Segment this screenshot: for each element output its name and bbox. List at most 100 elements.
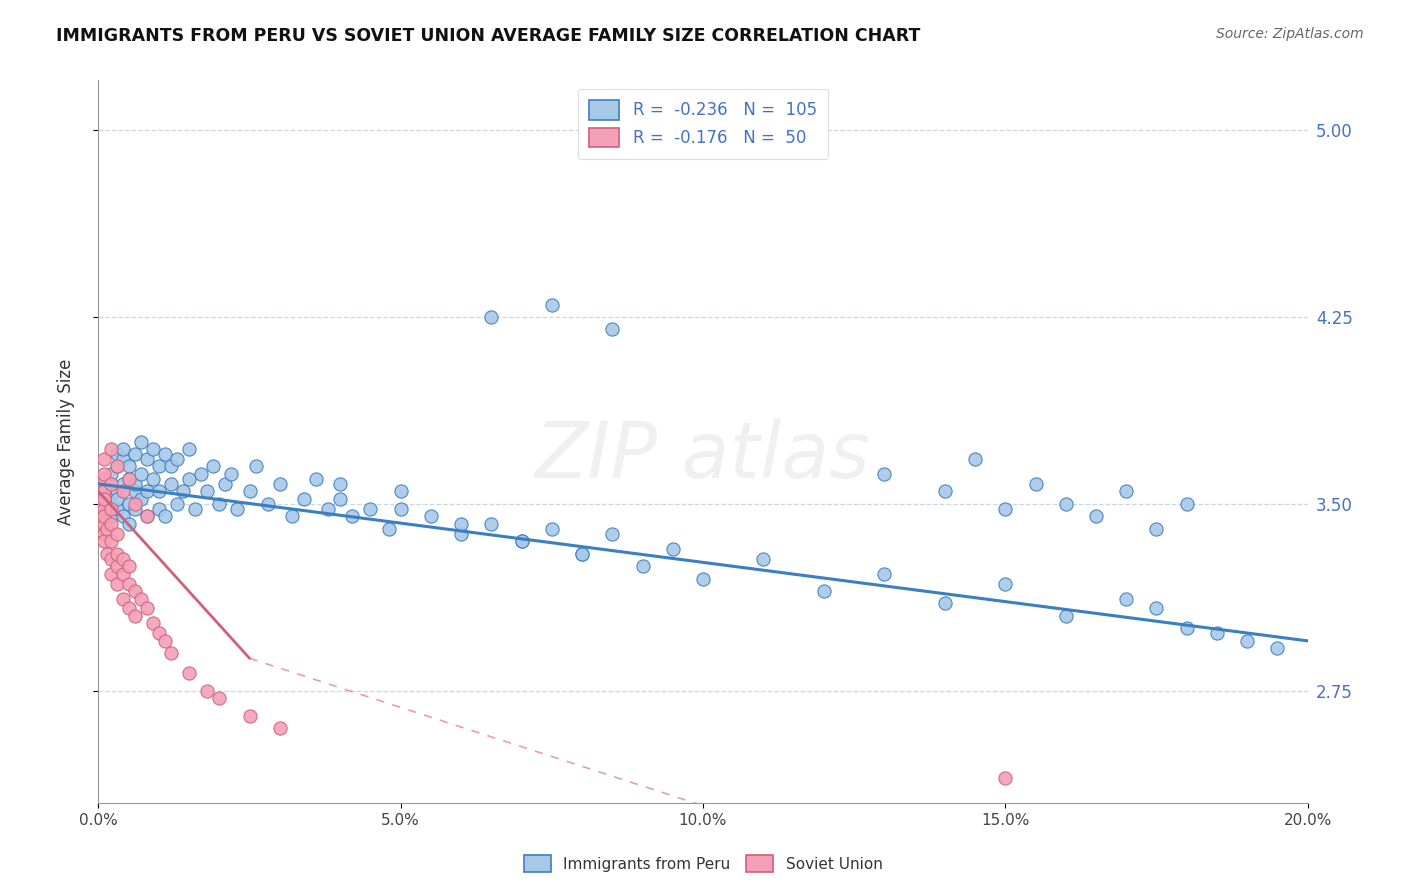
- Text: IMMIGRANTS FROM PERU VS SOVIET UNION AVERAGE FAMILY SIZE CORRELATION CHART: IMMIGRANTS FROM PERU VS SOVIET UNION AVE…: [56, 27, 921, 45]
- Point: [148, 484, 170, 499]
- Point: [118, 601, 141, 615]
- Point: [118, 559, 141, 574]
- Point: [124, 584, 146, 599]
- Point: [100, 551, 122, 566]
- Point: [100, 467, 122, 481]
- Point: [142, 616, 165, 631]
- Point: [813, 584, 835, 599]
- Point: [93, 472, 115, 486]
- Point: [111, 476, 134, 491]
- Point: [179, 442, 201, 456]
- Point: [221, 467, 243, 481]
- Legend: R =  -0.236   N =  105, R =  -0.176   N =  50: R = -0.236 N = 105, R = -0.176 N = 50: [578, 88, 828, 159]
- Point: [602, 322, 624, 336]
- Point: [540, 297, 562, 311]
- Point: [124, 497, 146, 511]
- Point: [96, 522, 118, 536]
- Point: [1144, 601, 1167, 615]
- Point: [239, 708, 262, 723]
- Point: [1115, 484, 1137, 499]
- Point: [481, 310, 503, 324]
- Point: [190, 467, 212, 481]
- Y-axis label: Average Family Size: Average Family Size: [56, 359, 75, 524]
- Point: [481, 516, 503, 531]
- Point: [1236, 633, 1258, 648]
- Point: [124, 484, 146, 499]
- Point: [1024, 476, 1046, 491]
- Point: [118, 576, 141, 591]
- Point: [1144, 522, 1167, 536]
- Point: [269, 476, 291, 491]
- Point: [93, 467, 115, 481]
- Text: Source: ZipAtlas.com: Source: ZipAtlas.com: [1216, 27, 1364, 41]
- Point: [93, 534, 115, 549]
- Point: [129, 491, 152, 506]
- Point: [111, 591, 134, 606]
- Point: [93, 484, 115, 499]
- Point: [124, 476, 146, 491]
- Point: [148, 501, 170, 516]
- Point: [329, 476, 352, 491]
- Point: [105, 559, 128, 574]
- Point: [135, 601, 157, 615]
- Point: [111, 551, 134, 566]
- Point: [571, 547, 593, 561]
- Point: [100, 516, 122, 531]
- Point: [389, 484, 412, 499]
- Point: [90, 497, 112, 511]
- Point: [111, 442, 134, 456]
- Point: [360, 501, 382, 516]
- Point: [105, 501, 128, 516]
- Point: [540, 522, 562, 536]
- Point: [214, 476, 236, 491]
- Point: [100, 497, 122, 511]
- Point: [934, 484, 956, 499]
- Point: [1175, 621, 1198, 635]
- Point: [1115, 591, 1137, 606]
- Point: [342, 509, 364, 524]
- Point: [93, 501, 115, 516]
- Point: [1175, 497, 1198, 511]
- Point: [179, 666, 201, 681]
- Point: [129, 434, 152, 449]
- Point: [124, 447, 146, 461]
- Point: [100, 566, 122, 581]
- Point: [377, 522, 399, 536]
- Point: [105, 459, 128, 474]
- Point: [111, 452, 134, 467]
- Point: [316, 501, 339, 516]
- Point: [148, 626, 170, 640]
- Point: [142, 472, 165, 486]
- Point: [1054, 497, 1077, 511]
- Point: [148, 459, 170, 474]
- Text: ZIP atlas: ZIP atlas: [536, 418, 870, 494]
- Point: [873, 467, 896, 481]
- Point: [239, 484, 262, 499]
- Point: [105, 526, 128, 541]
- Point: [692, 572, 714, 586]
- Point: [873, 566, 896, 581]
- Point: [172, 484, 194, 499]
- Point: [661, 541, 683, 556]
- Point: [100, 442, 122, 456]
- Point: [269, 721, 291, 735]
- Point: [160, 459, 183, 474]
- Point: [994, 501, 1017, 516]
- Point: [195, 683, 218, 698]
- Point: [93, 526, 115, 541]
- Point: [111, 484, 134, 499]
- Point: [142, 442, 165, 456]
- Point: [752, 551, 775, 566]
- Point: [994, 576, 1017, 591]
- Point: [934, 597, 956, 611]
- Point: [245, 459, 267, 474]
- Point: [135, 509, 157, 524]
- Point: [602, 526, 624, 541]
- Point: [118, 472, 141, 486]
- Point: [135, 509, 157, 524]
- Point: [631, 559, 654, 574]
- Point: [420, 509, 443, 524]
- Point: [450, 526, 472, 541]
- Point: [118, 472, 141, 486]
- Point: [93, 452, 115, 467]
